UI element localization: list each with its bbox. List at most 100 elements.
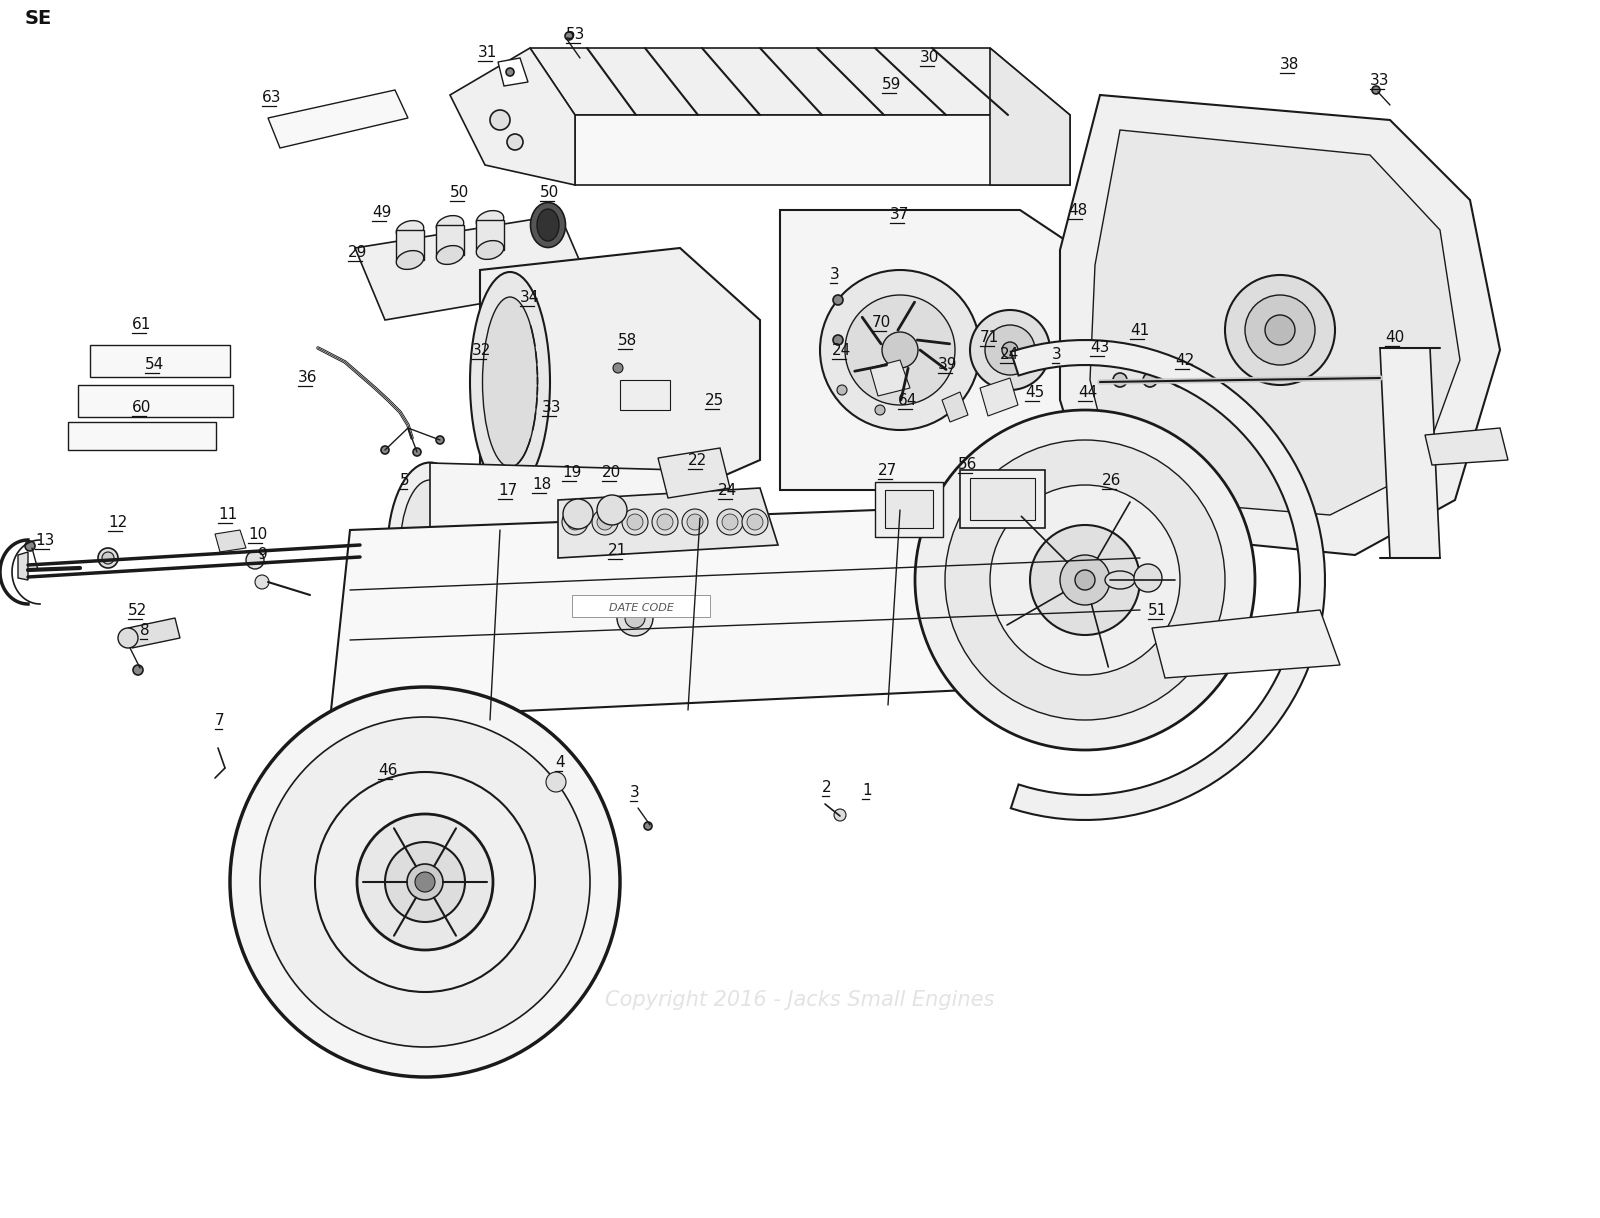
Text: 59: 59: [882, 77, 901, 93]
Polygon shape: [477, 220, 504, 250]
Circle shape: [819, 270, 979, 430]
Ellipse shape: [483, 297, 538, 466]
Bar: [90, 345, 230, 378]
Polygon shape: [330, 501, 1181, 720]
Polygon shape: [397, 230, 424, 259]
Text: Copyright 2016 - Jacks Small Engines: Copyright 2016 - Jacks Small Engines: [605, 990, 995, 1010]
Bar: [970, 477, 1035, 520]
Circle shape: [658, 514, 674, 530]
Text: 50: 50: [450, 185, 469, 200]
Bar: [885, 490, 933, 527]
Text: 40: 40: [1386, 330, 1405, 345]
Circle shape: [246, 551, 264, 569]
Circle shape: [118, 628, 138, 648]
Circle shape: [315, 772, 534, 991]
Text: 19: 19: [562, 465, 581, 480]
Text: 60: 60: [131, 400, 152, 415]
Circle shape: [381, 446, 389, 454]
Circle shape: [254, 575, 269, 590]
Circle shape: [1030, 525, 1139, 635]
Ellipse shape: [437, 216, 464, 234]
Circle shape: [565, 32, 573, 40]
Text: 10: 10: [248, 527, 267, 542]
Circle shape: [1266, 315, 1294, 345]
Circle shape: [643, 822, 653, 829]
Text: 46: 46: [378, 762, 397, 778]
Circle shape: [682, 509, 707, 535]
Polygon shape: [1011, 340, 1325, 820]
Text: 33: 33: [542, 400, 562, 415]
Circle shape: [627, 514, 643, 530]
Text: 43: 43: [1090, 340, 1109, 354]
Circle shape: [1245, 295, 1315, 365]
Circle shape: [834, 809, 846, 821]
Circle shape: [686, 514, 702, 530]
Circle shape: [102, 552, 114, 564]
Ellipse shape: [531, 202, 565, 247]
Text: 56: 56: [958, 457, 978, 473]
Text: 21: 21: [608, 543, 627, 558]
Circle shape: [133, 665, 142, 675]
Text: 37: 37: [890, 207, 909, 222]
Text: 49: 49: [371, 205, 392, 220]
Polygon shape: [1094, 458, 1210, 535]
Ellipse shape: [538, 209, 558, 241]
Circle shape: [597, 495, 627, 525]
Circle shape: [990, 485, 1181, 675]
Bar: [875, 482, 942, 537]
Bar: [573, 596, 710, 618]
Text: 34: 34: [520, 290, 539, 304]
Circle shape: [357, 814, 493, 950]
Text: 63: 63: [262, 90, 282, 105]
Bar: [78, 385, 234, 417]
Circle shape: [259, 717, 590, 1047]
Polygon shape: [430, 463, 680, 637]
Polygon shape: [979, 378, 1018, 417]
Text: 45: 45: [1026, 385, 1045, 400]
Polygon shape: [480, 248, 760, 495]
Polygon shape: [1426, 428, 1507, 465]
Ellipse shape: [477, 211, 504, 229]
Ellipse shape: [397, 220, 424, 240]
Circle shape: [1114, 373, 1126, 387]
Circle shape: [490, 110, 510, 130]
Text: 27: 27: [878, 463, 898, 477]
Text: 12: 12: [109, 515, 128, 530]
Circle shape: [1134, 564, 1162, 592]
Circle shape: [845, 295, 955, 406]
Text: 9: 9: [258, 547, 267, 561]
Text: 7: 7: [214, 713, 224, 728]
Circle shape: [717, 509, 742, 535]
Polygon shape: [355, 216, 590, 320]
Text: 36: 36: [298, 370, 317, 385]
Ellipse shape: [400, 480, 461, 620]
Circle shape: [722, 514, 738, 530]
Text: 51: 51: [1149, 603, 1168, 618]
Circle shape: [946, 440, 1226, 720]
Circle shape: [597, 514, 613, 530]
Polygon shape: [942, 392, 968, 421]
Polygon shape: [128, 618, 179, 648]
Ellipse shape: [477, 241, 504, 259]
Circle shape: [1173, 373, 1187, 387]
Ellipse shape: [387, 463, 472, 637]
Text: 25: 25: [706, 393, 725, 408]
Text: 32: 32: [472, 343, 491, 358]
Text: 71: 71: [979, 330, 1000, 345]
Text: 70: 70: [872, 315, 891, 330]
Text: 29: 29: [349, 245, 368, 259]
Text: 3: 3: [830, 267, 840, 283]
Polygon shape: [269, 90, 408, 149]
Circle shape: [626, 608, 645, 628]
Ellipse shape: [437, 246, 464, 264]
Text: 11: 11: [218, 507, 237, 523]
Text: 41: 41: [1130, 323, 1149, 339]
Text: 42: 42: [1174, 353, 1194, 368]
Polygon shape: [435, 225, 464, 255]
Text: 61: 61: [131, 317, 152, 333]
Text: 24: 24: [1000, 347, 1019, 362]
Circle shape: [546, 772, 566, 792]
Circle shape: [435, 436, 445, 445]
Polygon shape: [1152, 610, 1341, 678]
Circle shape: [834, 335, 843, 345]
